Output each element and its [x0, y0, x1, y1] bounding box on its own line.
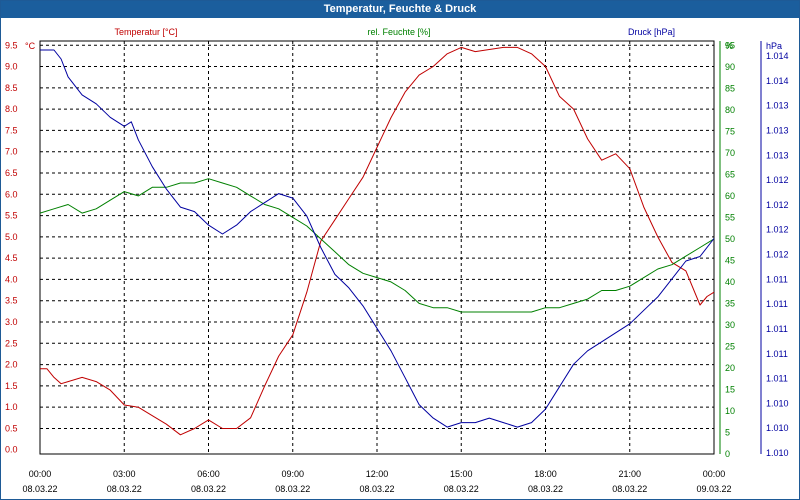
right-tick-label: 1.013	[766, 150, 789, 160]
x-tick-date: 08.03.22	[612, 484, 647, 494]
x-tick-date: 08.03.22	[22, 484, 57, 494]
legend-left: Temperatur [°C]	[114, 27, 177, 37]
left-tick-label: 2.0	[5, 360, 18, 370]
left-tick-label: 5.0	[5, 232, 18, 242]
right-tick-label: 1.014	[766, 51, 789, 61]
middle-tick-label: 85	[725, 83, 735, 93]
left-tick-label: 2.5	[5, 338, 18, 348]
left-tick-label: 8.5	[5, 83, 18, 93]
right-tick-label: 1.013	[766, 101, 789, 111]
right-tick-label: 1.011	[766, 274, 788, 284]
series-line-left	[40, 46, 715, 436]
left-tick-label: 7.0	[5, 147, 18, 157]
right-tick-label: 1.010	[766, 448, 789, 458]
right-tick-label: 1.011	[766, 349, 788, 359]
legend-right: Druck [hPa]	[628, 27, 675, 37]
x-tick-time: 00:00	[703, 469, 726, 479]
right-tick-label: 1.012	[766, 175, 789, 185]
right-axis-unit: hPa	[766, 41, 782, 51]
x-tick-date: 08.03.22	[528, 484, 563, 494]
x-tick-date: 08.03.22	[191, 484, 226, 494]
left-tick-label: 7.5	[5, 125, 18, 135]
left-tick-label: 5.5	[5, 211, 18, 221]
middle-tick-label: 60	[725, 191, 735, 201]
x-tick-date: 08.03.22	[275, 484, 310, 494]
middle-tick-label: 55	[725, 212, 735, 222]
series-lines	[39, 46, 715, 436]
x-tick-date: 08.03.22	[444, 484, 479, 494]
right-tick-label: 1.011	[766, 299, 788, 309]
x-tick-time: 15:00	[450, 469, 473, 479]
middle-tick-label: 40	[725, 277, 735, 287]
left-tick-label: 0.5	[5, 423, 18, 433]
x-tick-date: 09.03.22	[696, 484, 731, 494]
left-tick-label: 1.0	[5, 402, 18, 412]
right-tick-label: 1.011	[766, 374, 788, 384]
right-tick-label: 1.012	[766, 225, 789, 235]
legend-middle: rel. Feuchte [%]	[367, 27, 430, 37]
x-tick-time: 09:00	[281, 469, 304, 479]
x-tick-time: 06:00	[197, 469, 220, 479]
left-tick-label: 6.5	[5, 168, 18, 178]
middle-tick-label: 15	[725, 384, 735, 394]
middle-axis-unit: %	[725, 41, 733, 51]
middle-tick-label: 95	[725, 40, 735, 50]
series-line-right	[40, 49, 715, 428]
chart-title: Temperatur, Feuchte & Druck	[1, 1, 799, 18]
left-tick-label: 8.0	[5, 104, 18, 114]
x-tick-date: 08.03.22	[359, 484, 394, 494]
plot-border	[39, 40, 715, 455]
middle-tick-label: 20	[725, 363, 735, 373]
left-tick-label: 9.0	[5, 62, 18, 72]
left-tick-label: 9.5	[5, 40, 18, 50]
right-tick-label: 1.011	[766, 324, 788, 334]
x-tick-date: 08.03.22	[107, 484, 142, 494]
left-tick-label: 4.0	[5, 274, 18, 284]
x-tick-time: 21:00	[618, 469, 641, 479]
left-tick-label: 3.5	[5, 296, 18, 306]
left-tick-label: 6.0	[5, 189, 18, 199]
right-tick-label: 1.013	[766, 125, 789, 135]
left-axis-unit: °C	[25, 41, 36, 51]
middle-tick-label: 50	[725, 234, 735, 244]
x-tick-time: 18:00	[534, 469, 557, 479]
x-tick-time: 00:00	[29, 469, 52, 479]
series-line-middle	[39, 178, 715, 313]
middle-tick-label: 90	[725, 62, 735, 72]
left-tick-label: 3.0	[5, 317, 18, 327]
middle-tick-label: 75	[725, 126, 735, 136]
left-tick-label: 4.5	[5, 253, 18, 263]
x-tick-time: 12:00	[366, 469, 389, 479]
middle-tick-label: 10	[725, 406, 735, 416]
right-tick-label: 1.012	[766, 250, 789, 260]
middle-tick-label: 25	[725, 341, 735, 351]
axes	[39, 40, 762, 455]
middle-tick-label: 5	[725, 427, 730, 437]
middle-tick-label: 70	[725, 148, 735, 158]
x-tick-time: 03:00	[113, 469, 136, 479]
right-tick-label: 1.010	[766, 423, 789, 433]
middle-tick-label: 45	[725, 255, 735, 265]
right-tick-label: 1.012	[766, 200, 789, 210]
middle-tick-label: 65	[725, 169, 735, 179]
right-tick-label: 1.010	[766, 398, 789, 408]
middle-tick-label: 0	[725, 449, 730, 459]
middle-tick-label: 30	[725, 320, 735, 330]
axis-labels: 00:00 08.03.22 03:00 08.03.22 06:00 08.03.22 0…	[5, 27, 789, 494]
right-tick-label: 1.014	[766, 76, 789, 86]
left-tick-label: 0.0	[5, 445, 18, 455]
grid	[40, 41, 714, 454]
middle-tick-label: 35	[725, 298, 735, 308]
middle-tick-label: 80	[725, 105, 735, 115]
left-tick-label: 1.5	[5, 381, 18, 391]
